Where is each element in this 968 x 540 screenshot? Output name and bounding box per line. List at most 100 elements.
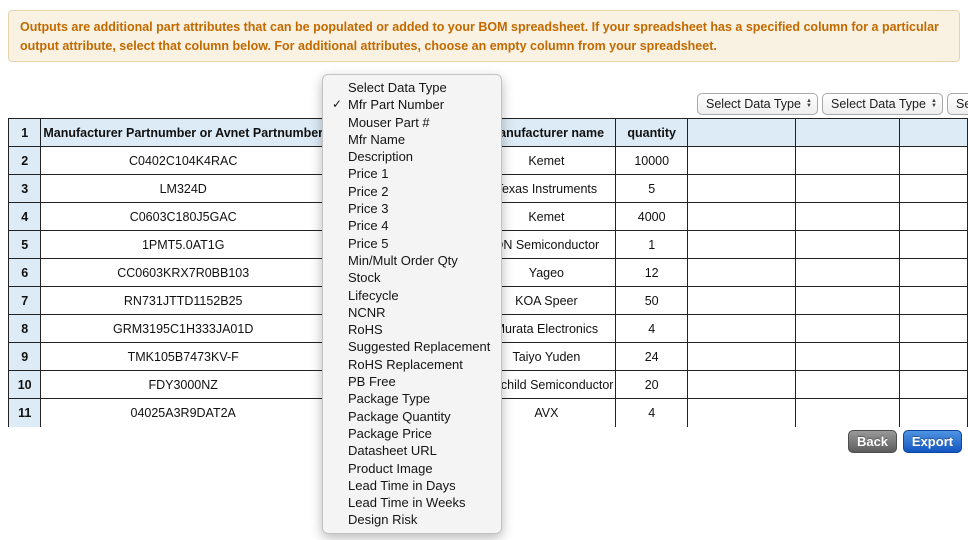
menu-item-mfr-name[interactable]: Mfr Name [348,131,406,147]
checkmark-icon: ✓ [332,97,343,112]
row-number-cell: 5 [7,230,42,259]
empty-cell [686,174,796,203]
empty-cell [794,202,901,231]
empty-output-column-header [686,118,796,147]
part-number-cell: 04025A3R9DAT2A [40,398,327,427]
quantity-cell: 10000 [615,146,688,175]
part-number-cell: RN731JTTD1152B25 [40,286,327,315]
export-button[interactable]: Export [903,430,962,453]
menu-item-design-risk[interactable]: Design Risk [348,512,418,528]
table-row: 11 04025A3R9DAT2A AVX 4 [7,398,968,427]
quantity-cell: 24 [615,342,688,371]
part-number-cell: FDY3000NZ [40,370,327,399]
menu-item-price-4[interactable]: Price 4 [348,218,389,234]
select-value: Select Data Type [956,97,968,111]
empty-cell [899,286,968,315]
menu-item-price-1[interactable]: Price 1 [348,166,389,182]
quantity-cell: 4000 [615,202,688,231]
quantity-cell: 4 [615,314,688,343]
menu-item-price-2[interactable]: Price 2 [348,183,389,199]
empty-cell [794,314,901,343]
data-type-dropdown-menu: Select Data Type ✓ Mfr Part Number Mouser… [322,74,502,534]
part-number-cell: 1PMT5.0AT1G [40,230,327,259]
menu-item-lifecycle[interactable]: Lifecycle [348,287,399,303]
updown-arrows-icon: ▲ ▼ [806,97,812,109]
empty-cell [794,230,901,259]
menu-item-mfr-part-number[interactable]: ✓ Mfr Part Number [332,97,445,113]
empty-cell [794,398,901,427]
table-row: 5 1PMT5.0AT1G ON Semiconductor 1 [7,230,968,259]
menu-item-rohs[interactable]: RoHS [348,322,383,338]
select-value: Select Data Type [831,97,926,111]
part-number-cell: C0603C180J5GAC [40,202,327,231]
empty-cell [794,286,901,315]
empty-cell [686,146,796,175]
menu-item-lead-time-in-days[interactable]: Lead Time in Days [348,477,456,493]
part-number-column-header: Manufacturer Partnumber or Avnet Partnum… [40,118,327,147]
outputs-info-banner: Outputs are additional part attributes t… [8,10,960,62]
outputs-info-text: Outputs are additional part attributes t… [20,20,939,53]
empty-cell [794,342,901,371]
empty-cell [686,342,796,371]
menu-item-lead-time-in-weeks[interactable]: Lead Time in Weeks [348,495,466,511]
empty-cell [899,342,968,371]
menu-item-stock[interactable]: Stock [348,270,381,286]
row-number-cell: 3 [7,174,42,203]
menu-item-package-type[interactable]: Package Type [348,391,431,407]
empty-cell [899,174,968,203]
select-value: Select Data Type [706,97,801,111]
row-number-cell: 11 [7,398,42,427]
menu-item-suggested-replacement[interactable]: Suggested Replacement [348,339,491,355]
menu-item-rohs-replacement[interactable]: RoHS Replacement [348,356,463,372]
empty-cell [899,314,968,343]
row-number-header: 1 [7,118,42,147]
empty-cell [686,230,796,259]
empty-cell [686,398,796,427]
menu-item-price-5[interactable]: Price 5 [348,235,389,251]
empty-cell [899,370,968,399]
empty-cell [686,314,796,343]
output-column-select-1[interactable]: Select Data Type ▲ ▼ [697,93,818,115]
quantity-cell: 20 [615,370,688,399]
part-number-cell: LM324D [40,174,327,203]
menu-item-package-quantity[interactable]: Package Quantity [348,408,451,424]
empty-cell [686,202,796,231]
menu-item-select-data-type[interactable]: Select Data Type [348,80,447,95]
empty-cell [899,202,968,231]
empty-cell [686,370,796,399]
menu-item-datasheet-url[interactable]: Datasheet URL [348,443,437,459]
back-button[interactable]: Back [848,430,897,453]
empty-output-column-header [794,118,901,147]
menu-item-mouser-part[interactable]: Mouser Part # [348,114,430,130]
empty-output-column-header [899,118,968,147]
menu-item-ncnr[interactable]: NCNR [348,304,386,320]
quantity-cell: 50 [615,286,688,315]
row-number-cell: 8 [7,314,42,343]
menu-item-pb-free[interactable]: PB Free [348,374,396,390]
menu-item-package-price[interactable]: Package Price [348,425,432,441]
output-column-select-2[interactable]: Select Data Type ▲ ▼ [822,93,943,115]
row-number-cell: 4 [7,202,42,231]
menu-item-product-image[interactable]: Product Image [348,460,433,476]
empty-cell [899,146,968,175]
empty-cell [794,146,901,175]
empty-cell [686,286,796,315]
empty-cell [686,258,796,287]
empty-cell [794,258,901,287]
part-number-cell: C0402C104K4RAC [40,146,327,175]
empty-cell [899,230,968,259]
row-number-cell: 10 [7,370,42,399]
part-number-cell: GRM3195C1H333JA01D [40,314,327,343]
quantity-cell: 5 [615,174,688,203]
quantity-cell: 4 [615,398,688,427]
row-number-cell: 7 [7,286,42,315]
menu-item-min-mult-order-qty[interactable]: Min/Mult Order Qty [348,252,458,268]
quantity-cell: 1 [615,230,688,259]
menu-item-price-3[interactable]: Price 3 [348,201,389,217]
output-column-select-3[interactable]: Select Data Type ▲ ▼ [947,93,968,115]
menu-item-description[interactable]: Description [348,149,414,165]
quantity-cell: 12 [615,258,688,287]
empty-cell [899,258,968,287]
empty-cell [794,174,901,203]
